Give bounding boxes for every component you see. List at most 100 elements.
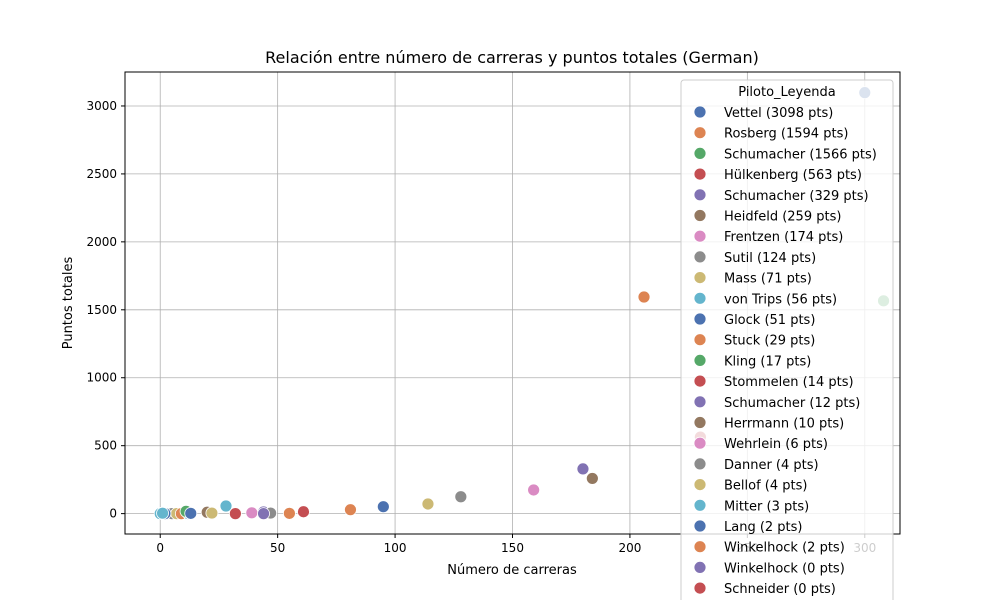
y-tick-label: 2000 bbox=[86, 235, 117, 249]
legend-marker bbox=[693, 105, 707, 119]
legend-label: Bellof (4 pts) bbox=[724, 479, 807, 494]
legend-marker bbox=[693, 312, 707, 326]
y-tick-label: 3000 bbox=[86, 99, 117, 113]
legend-marker bbox=[693, 540, 707, 554]
legend-item: Frentzen (174 pts) bbox=[693, 229, 843, 245]
legend-label: Stommelen (14 pts) bbox=[724, 375, 854, 390]
data-point bbox=[297, 505, 310, 519]
legend-item: Wehrlein (6 pts) bbox=[693, 436, 828, 452]
legend-item: Glock (51 pts) bbox=[693, 312, 815, 328]
data-point bbox=[228, 507, 242, 521]
chart-title: Relación entre número de carreras y punt… bbox=[265, 48, 759, 67]
legend-marker bbox=[693, 209, 707, 222]
legend-item: Herrmann (10 pts) bbox=[693, 416, 844, 432]
legend-marker bbox=[693, 436, 707, 450]
legend-marker bbox=[693, 167, 707, 181]
legend-label: von Trips (56 pts) bbox=[724, 292, 837, 307]
legend-item: Hülkenberg (563 pts) bbox=[693, 167, 862, 183]
legend-item: Bellof (4 pts) bbox=[693, 478, 807, 494]
legend-item: Stuck (29 pts) bbox=[693, 333, 815, 349]
legend-marker bbox=[693, 188, 707, 202]
legend-item: Mitter (3 pts) bbox=[693, 498, 809, 514]
legend-label: Rosberg (1594 pts) bbox=[724, 127, 848, 142]
legend-label: Heidfeld (259 pts) bbox=[724, 210, 841, 225]
legend-label: Mitter (3 pts) bbox=[724, 499, 809, 514]
legend-label: Vettel (3098 pts) bbox=[724, 106, 833, 121]
legend-box bbox=[680, 79, 894, 600]
legend-title: Piloto_Leyenda bbox=[738, 85, 835, 100]
data-point bbox=[585, 472, 599, 485]
x-tick-label: 200 bbox=[618, 541, 641, 555]
legend-label: Winkelhock (0 pts) bbox=[724, 561, 845, 576]
data-point bbox=[421, 497, 435, 511]
legend-marker bbox=[693, 416, 707, 429]
legend-marker bbox=[693, 146, 707, 160]
legend-label: Sutil (124 pts) bbox=[724, 251, 816, 266]
legend-label: Winkelhock (2 pts) bbox=[724, 541, 845, 556]
legend-marker bbox=[693, 126, 707, 140]
data-point bbox=[376, 500, 390, 514]
legend-marker bbox=[693, 374, 707, 388]
legend-marker bbox=[693, 291, 707, 305]
legend-item: von Trips (56 pts) bbox=[693, 291, 837, 307]
legend-item: Vettel (3098 pts) bbox=[693, 105, 833, 121]
legend-label: Frentzen (174 pts) bbox=[724, 230, 843, 245]
data-point bbox=[219, 499, 233, 513]
data-point bbox=[454, 490, 468, 504]
legend-label: Kling (17 pts) bbox=[724, 354, 811, 369]
legend-item: Winkelhock (0 pts) bbox=[693, 561, 845, 576]
legend-item: Mass (71 pts) bbox=[693, 271, 812, 287]
legend-marker bbox=[693, 561, 707, 574]
data-point bbox=[156, 506, 169, 520]
legend-label: Schumacher (329 pts) bbox=[724, 189, 869, 204]
data-point bbox=[205, 506, 219, 520]
legend-item: Kling (17 pts) bbox=[693, 353, 811, 369]
legend-label: Schumacher (12 pts) bbox=[724, 396, 860, 411]
legend-item: Winkelhock (2 pts) bbox=[693, 540, 845, 556]
legend-item: Schneider (0 pts) bbox=[693, 581, 836, 597]
legend-marker bbox=[693, 353, 707, 367]
legend-label: Herrmann (10 pts) bbox=[724, 417, 844, 432]
data-point bbox=[257, 507, 270, 521]
plot-frame bbox=[124, 71, 901, 535]
x-tick-label: 50 bbox=[270, 541, 285, 555]
legend-label: Lang (2 pts) bbox=[724, 520, 803, 535]
legend-label: Danner (4 pts) bbox=[724, 458, 819, 473]
legend-label: Schumacher (1566 pts) bbox=[724, 147, 877, 162]
legend-label: Schneider (0 pts) bbox=[724, 582, 836, 597]
x-axis-label: Número de carreras bbox=[447, 563, 577, 578]
legend-marker bbox=[693, 457, 707, 471]
legend-marker bbox=[693, 395, 707, 409]
x-tick-label: 100 bbox=[384, 541, 407, 555]
data-point bbox=[527, 483, 541, 497]
legend-item: Danner (4 pts) bbox=[693, 457, 819, 473]
legend-item: Schumacher (329 pts) bbox=[693, 188, 869, 204]
legend-item: Schumacher (1566 pts) bbox=[693, 146, 877, 162]
data-point bbox=[576, 462, 590, 476]
legend-marker bbox=[693, 333, 707, 347]
legend-item: Sutil (124 pts) bbox=[693, 250, 816, 266]
y-tick-label: 2500 bbox=[86, 167, 117, 181]
legend-marker bbox=[693, 519, 707, 533]
x-tick-label: 150 bbox=[501, 541, 524, 555]
legend-marker bbox=[693, 478, 707, 492]
legend-marker bbox=[693, 229, 707, 243]
data-point bbox=[344, 503, 357, 517]
legend-item: Heidfeld (259 pts) bbox=[693, 209, 841, 225]
legend-marker bbox=[693, 581, 707, 595]
y-tick-label: 0 bbox=[109, 507, 117, 521]
y-tick-label: 1000 bbox=[86, 371, 117, 385]
data-point bbox=[245, 506, 259, 520]
y-axis-label: Puntos totales bbox=[61, 257, 76, 350]
data-point bbox=[184, 506, 198, 520]
legend-marker bbox=[693, 498, 707, 512]
legend-item: Schumacher (12 pts) bbox=[693, 395, 860, 411]
legend-label: Wehrlein (6 pts) bbox=[724, 437, 828, 452]
legend-item: Rosberg (1594 pts) bbox=[693, 126, 848, 142]
legend-marker bbox=[693, 271, 707, 285]
legend-label: Hülkenberg (563 pts) bbox=[724, 168, 862, 183]
legend-label: Glock (51 pts) bbox=[724, 313, 815, 328]
y-tick-label: 500 bbox=[94, 439, 117, 453]
legend-marker bbox=[693, 250, 707, 264]
